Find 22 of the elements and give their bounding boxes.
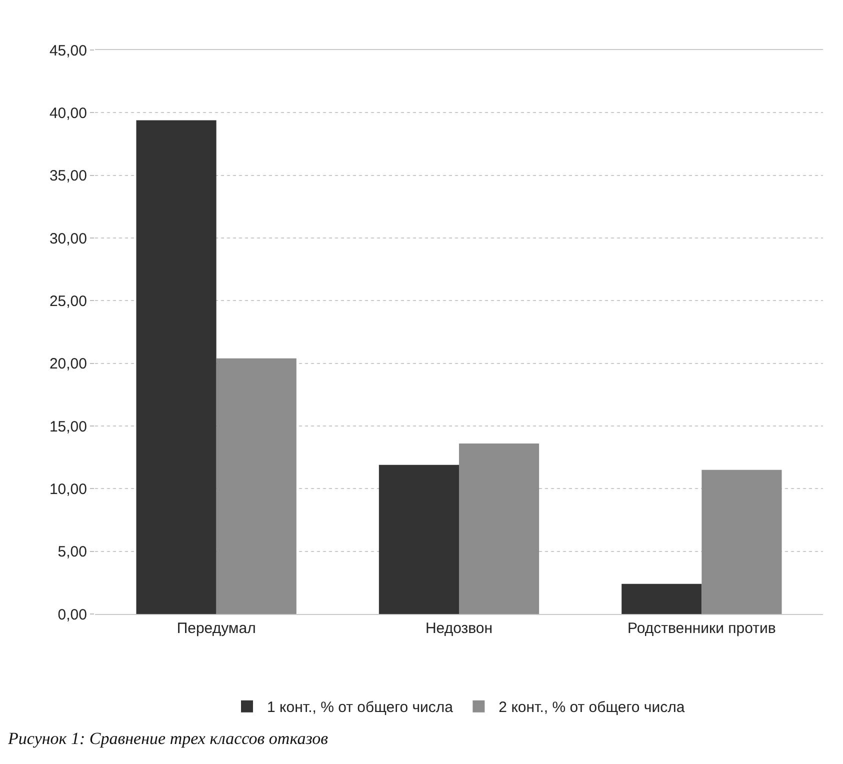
x-tick-label: Родственники против — [627, 620, 776, 637]
y-tick-label: 5,00 — [58, 544, 87, 561]
y-tick-label: 20,00 — [49, 356, 87, 373]
bar — [459, 444, 540, 614]
bar — [622, 584, 702, 614]
x-tick-label: Передумал — [176, 620, 256, 637]
y-tick-label: 15,00 — [49, 418, 87, 436]
bar — [216, 358, 296, 614]
bar — [378, 464, 459, 614]
bar — [136, 120, 216, 614]
text: Рисунок 1: Сравнение трех классов отказов — [7, 729, 329, 748]
y-tick-label: 35,00 — [49, 168, 87, 185]
y-tick-label: 25,00 — [49, 292, 87, 310]
y-tick-label: 0,00 — [58, 606, 87, 624]
y-tick-label: 45,00 — [49, 42, 87, 60]
y-tick-label: 30,00 — [49, 230, 87, 248]
x-tick-label: Недозвон — [425, 620, 493, 637]
y-tick-label: 10,00 — [49, 480, 87, 498]
legend-label: 2 конт., % от общего числа — [498, 699, 686, 716]
y-tick-label: 40,00 — [49, 104, 87, 122]
legend-label: 1 конт., % от общего числа — [267, 699, 454, 716]
bar — [702, 470, 782, 614]
